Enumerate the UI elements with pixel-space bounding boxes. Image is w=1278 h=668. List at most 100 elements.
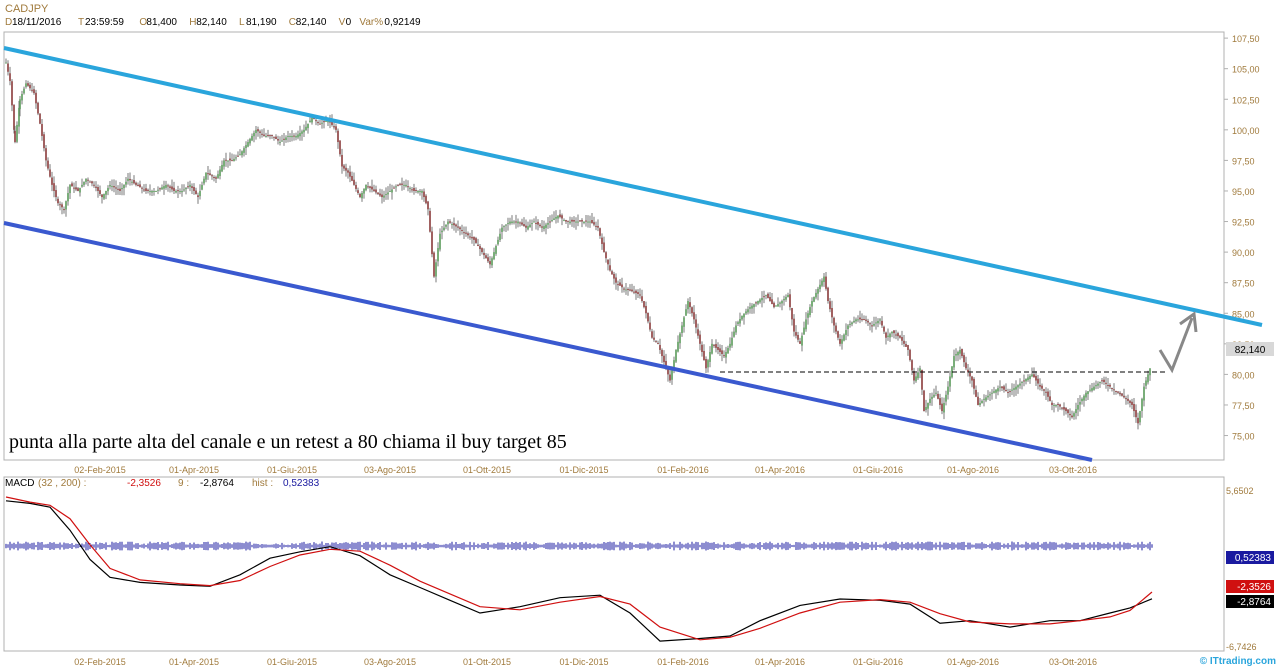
candle-body-550	[1103, 379, 1105, 383]
candle-body-39	[81, 184, 83, 187]
candle-body-490	[983, 398, 985, 400]
candle-body-404	[811, 301, 813, 307]
price-date-label-5: 01-Dic-2015	[559, 465, 608, 475]
candle-body-27	[57, 198, 59, 204]
last-price-box	[1226, 342, 1274, 356]
candle-body-106	[215, 177, 217, 179]
candle-body-468	[939, 398, 941, 405]
candle-body-69	[141, 187, 143, 189]
candle-body-341	[685, 309, 687, 316]
candle-body-182	[367, 186, 369, 188]
candle-body-446	[895, 334, 897, 336]
candle-body-315	[633, 291, 635, 293]
price-date-label-6: 01-Feb-2016	[657, 465, 709, 475]
candle-body-417	[837, 331, 839, 338]
candle-body-397	[797, 334, 799, 340]
macd-value-labels: 0,52383 -2,3526 -2,8764	[1226, 551, 1274, 608]
candle-body-188	[379, 193, 381, 196]
projection-arrow	[1158, 317, 1194, 374]
candle-body-8	[19, 99, 21, 110]
candle-body-234	[471, 236, 473, 239]
candle-body-6	[16, 124, 18, 142]
macd-axis: 5,6502 -6,7426	[1226, 486, 1257, 652]
candle-body-358	[719, 348, 721, 352]
candle-body-73	[149, 190, 151, 192]
candle-body-169	[341, 154, 343, 167]
candle-body-420	[843, 334, 845, 341]
candle-body-151	[305, 126, 307, 131]
candle-body-278	[559, 214, 561, 217]
candle-body-20	[43, 134, 45, 149]
candle-body-491	[985, 397, 987, 401]
candle-body-198	[399, 183, 401, 185]
candle-body-313	[629, 289, 631, 291]
candle-body-517	[1037, 378, 1039, 384]
candle-body-103	[209, 173, 211, 176]
candle-body-235	[473, 236, 475, 240]
price-tick-label-3: 100,00	[1232, 126, 1260, 136]
candle-body-288	[579, 220, 581, 222]
candle-body-309	[621, 284, 623, 288]
price-date-label-9: 01-Ago-2016	[947, 465, 999, 475]
candle-body-107	[217, 174, 219, 179]
candle-body-233	[469, 236, 471, 238]
candle-body-280	[563, 220, 565, 222]
macd-date-label-10: 03-Ott-2016	[1049, 657, 1097, 667]
candle-body-283	[569, 221, 571, 224]
header-value-2: 81,400	[146, 17, 177, 28]
macd-title: MACD	[5, 478, 34, 489]
candle-body-526	[1055, 404, 1057, 407]
candle-body-432	[867, 320, 869, 323]
candle-body-369	[741, 315, 743, 320]
candle-body-443	[889, 333, 891, 338]
candle-body-466	[935, 392, 937, 394]
candle-body-189	[381, 194, 383, 198]
macd-date-label-5: 01-Dic-2015	[559, 657, 608, 667]
candle-body-445	[893, 330, 895, 334]
candle-body-203	[409, 187, 411, 189]
candle-body-80	[163, 186, 165, 189]
candle-body-164	[331, 120, 333, 125]
candle-body-410	[823, 276, 825, 283]
candle-body-99	[201, 184, 203, 190]
candle-body-382	[767, 293, 769, 298]
candle-body-105	[213, 176, 215, 178]
candle-body-447	[897, 333, 899, 337]
candle-body-209	[421, 190, 423, 193]
candle-body-197	[397, 184, 399, 186]
candle-body-218	[439, 233, 441, 250]
candle-body-389	[781, 301, 783, 304]
candle-body-427	[857, 319, 859, 321]
signal-line	[5, 496, 1153, 641]
candle-body-240	[483, 252, 485, 256]
candle-body-144	[291, 135, 293, 138]
candle-body-248	[499, 233, 501, 240]
candle-body-15	[33, 89, 35, 94]
candle-body-510	[1023, 380, 1025, 382]
candle-body-378	[759, 299, 761, 303]
candle-body-362	[727, 347, 729, 354]
header-key-3: H	[189, 17, 196, 28]
macd-date-label-8: 01-Giu-2016	[853, 657, 903, 667]
candle-body-120	[243, 148, 245, 153]
candle-body-172	[347, 170, 349, 173]
candle-body-330	[663, 355, 665, 363]
candle-body-295	[593, 222, 595, 225]
candle-body-54	[111, 186, 113, 188]
candle-body-208	[419, 190, 421, 192]
candle-body-464	[931, 396, 933, 399]
candle-body-199	[401, 183, 403, 185]
candle-body-16	[35, 92, 37, 104]
candle-body-434	[871, 325, 873, 327]
candle-body-337	[677, 341, 679, 352]
candle-body-540	[1083, 395, 1085, 401]
candle-body-258	[519, 222, 521, 224]
candle-body-95	[193, 187, 195, 191]
candle-body-454	[911, 360, 913, 371]
header-key-7: Var%	[359, 17, 383, 28]
candle-body-458	[919, 368, 921, 372]
candle-body-123	[249, 139, 251, 144]
ohlc-header: D 18/11/2016 T 23:59:59 O 81,400 H 82,140 L 81,19…	[5, 17, 421, 28]
candle-body-411	[825, 276, 827, 289]
